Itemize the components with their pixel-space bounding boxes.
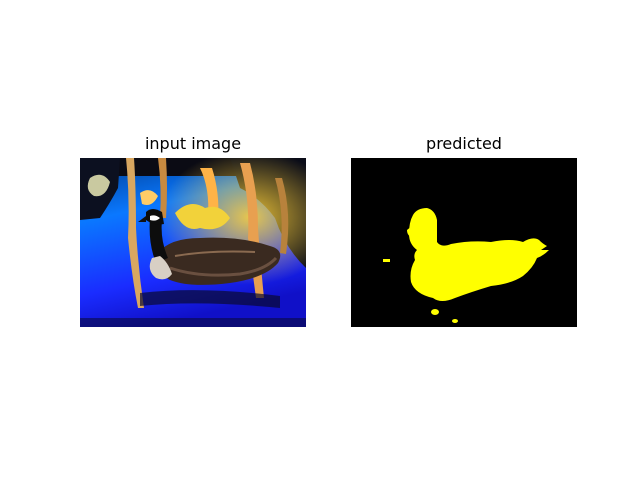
- predicted-mask: [351, 158, 577, 327]
- input-image-title: input image: [144, 134, 242, 153]
- input-image-panel: input image: [80, 132, 306, 327]
- predicted-mask-panel: predicted: [351, 132, 577, 327]
- input-image: [80, 158, 306, 327]
- predicted-title: predicted: [426, 134, 502, 153]
